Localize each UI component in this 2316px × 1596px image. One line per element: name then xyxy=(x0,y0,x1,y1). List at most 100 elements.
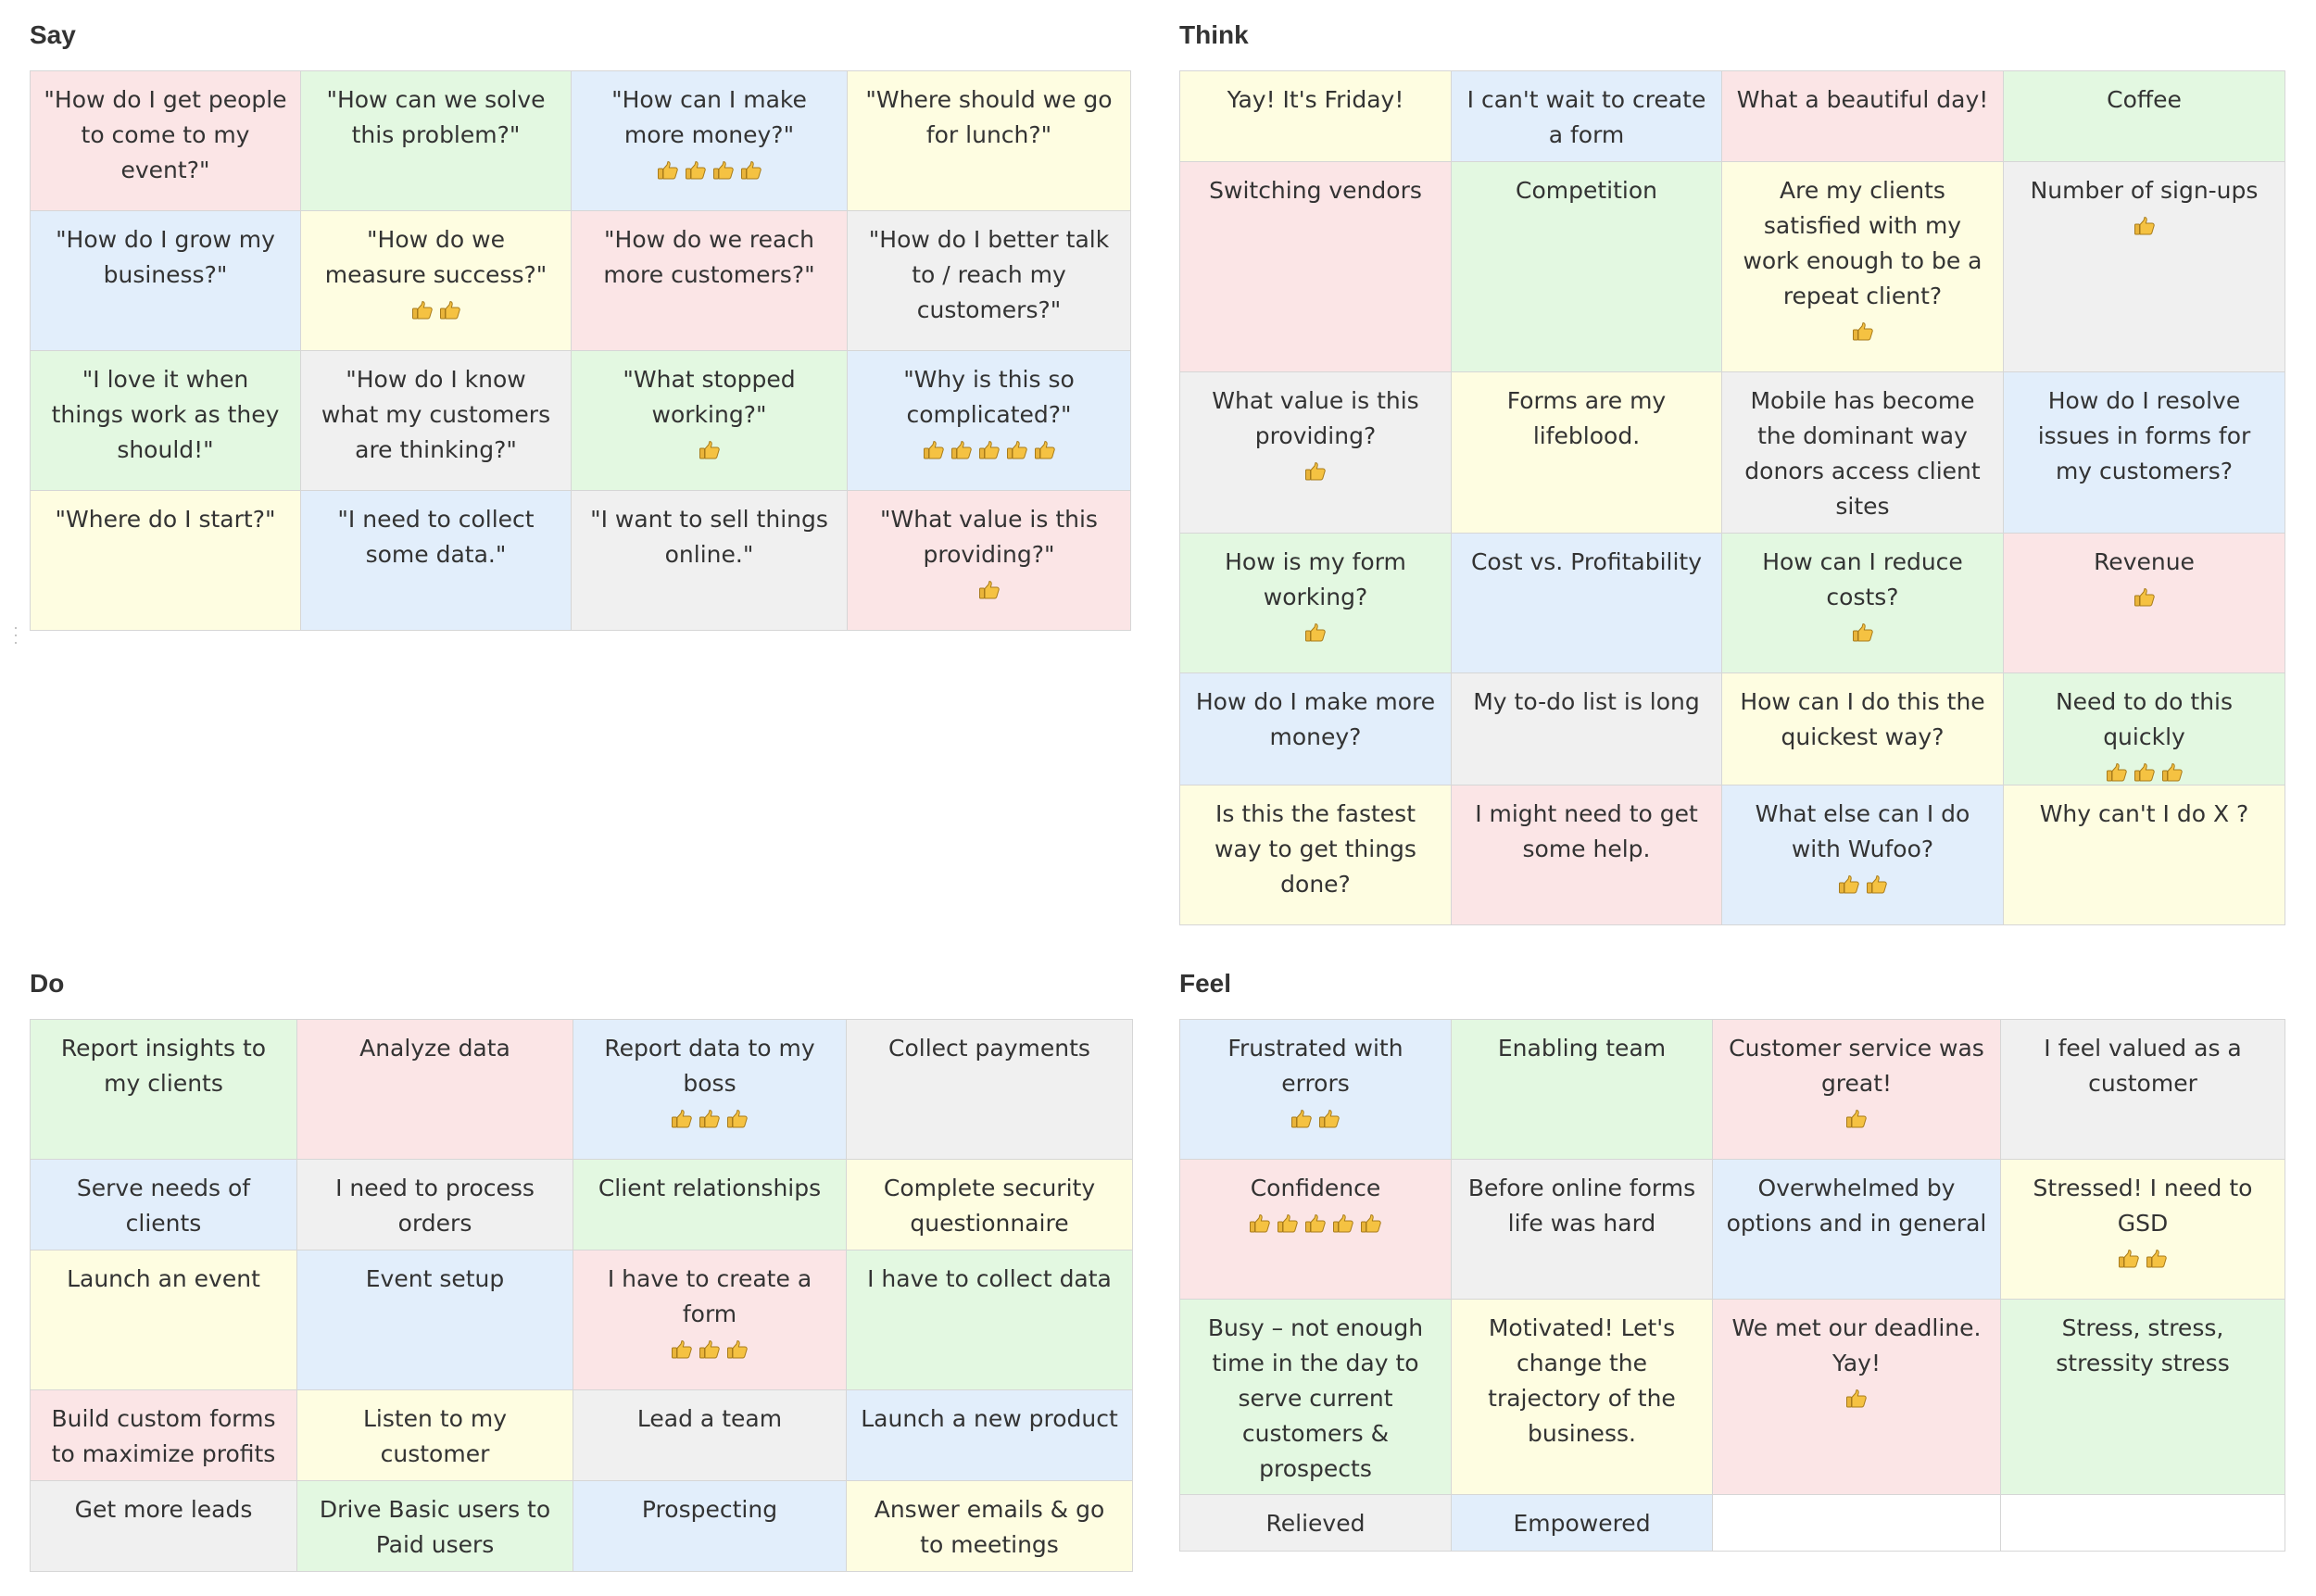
do-card[interactable]: Launch a new product xyxy=(846,1389,1133,1481)
do-card[interactable]: Lead a team xyxy=(573,1389,847,1481)
feel-card[interactable]: Before online forms life was hard xyxy=(1451,1159,1713,1300)
think-card[interactable]: I might need to get some help. xyxy=(1451,785,1722,925)
think-card[interactable]: Forms are my lifeblood. xyxy=(1451,371,1722,534)
thumbs-up-icon[interactable] xyxy=(950,440,973,460)
think-card[interactable]: Yay! It's Friday! xyxy=(1179,70,1452,162)
thumbs-up-icon[interactable] xyxy=(2133,216,2156,236)
think-card[interactable]: What value is this providing? xyxy=(1179,371,1452,534)
feel-card[interactable]: Motivated! Let's change the trajectory o… xyxy=(1451,1299,1713,1495)
think-card[interactable]: Cost vs. Profitability xyxy=(1451,533,1722,673)
think-card[interactable]: I can't wait to create a form xyxy=(1451,70,1722,162)
do-card[interactable]: Answer emails & go to meetings xyxy=(846,1480,1133,1572)
feel-card[interactable]: Confidence xyxy=(1179,1159,1452,1300)
feel-card[interactable]: I feel valued as a customer xyxy=(2000,1019,2285,1160)
feel-card[interactable]: Customer service was great! xyxy=(1712,1019,2001,1160)
thumbs-up-icon[interactable] xyxy=(2133,587,2156,608)
thumbs-up-icon[interactable] xyxy=(699,1339,721,1360)
think-card[interactable]: Are my clients satisfied with my work en… xyxy=(1721,161,2004,372)
say-card[interactable]: "How do I grow my business?" xyxy=(30,210,301,351)
say-card[interactable]: "What value is this providing?" xyxy=(847,490,1131,631)
do-card[interactable]: I have to create a form xyxy=(573,1250,847,1390)
thumbs-up-icon[interactable] xyxy=(685,160,707,181)
feel-card[interactable]: Empowered xyxy=(1451,1494,1713,1552)
think-card[interactable]: Is this the fastest way to get things do… xyxy=(1179,785,1452,925)
say-card[interactable]: "Why is this so complicated?" xyxy=(847,350,1131,491)
thumbs-up-icon[interactable] xyxy=(1290,1109,1313,1129)
do-card[interactable]: I have to collect data xyxy=(846,1250,1133,1390)
thumbs-up-icon[interactable] xyxy=(1852,321,1874,342)
think-card[interactable]: My to-do list is long xyxy=(1451,672,1722,785)
say-card[interactable]: "How do I know what my customers are thi… xyxy=(300,350,572,491)
thumbs-up-icon[interactable] xyxy=(2146,1249,2168,1269)
do-card[interactable]: Event setup xyxy=(296,1250,573,1390)
do-card[interactable]: Report insights to my clients xyxy=(30,1019,297,1160)
say-card[interactable]: "How can we solve this problem?" xyxy=(300,70,572,211)
do-card[interactable]: Analyze data xyxy=(296,1019,573,1160)
thumbs-up-icon[interactable] xyxy=(1318,1109,1341,1129)
think-card[interactable]: Mobile has become the dominant way donor… xyxy=(1721,371,2004,534)
say-card[interactable]: "How do we measure success?" xyxy=(300,210,572,351)
thumbs-up-icon[interactable] xyxy=(712,160,735,181)
thumbs-up-icon[interactable] xyxy=(1360,1213,1382,1234)
feel-card[interactable]: Stress, stress, stressity stress xyxy=(2000,1299,2285,1495)
say-card[interactable]: "I need to collect some data." xyxy=(300,490,572,631)
think-card[interactable]: How do I resolve issues in forms for my … xyxy=(2003,371,2285,534)
think-card[interactable]: How can I do this the quickest way? xyxy=(1721,672,2004,785)
feel-card[interactable]: Overwhelmed by options and in general xyxy=(1712,1159,2001,1300)
think-card[interactable]: Switching vendors xyxy=(1179,161,1452,372)
thumbs-up-icon[interactable] xyxy=(1006,440,1028,460)
thumbs-up-icon[interactable] xyxy=(699,440,721,460)
thumbs-up-icon[interactable] xyxy=(1304,461,1327,482)
think-card[interactable]: What else can I do with Wufoo? xyxy=(1721,785,2004,925)
think-card[interactable]: How is my form working? xyxy=(1179,533,1452,673)
do-card[interactable]: Drive Basic users to Paid users xyxy=(296,1480,573,1572)
thumbs-up-icon[interactable] xyxy=(671,1109,693,1129)
say-card[interactable]: "Where should we go for lunch?" xyxy=(847,70,1131,211)
say-card[interactable]: "How do I get people to come to my event… xyxy=(30,70,301,211)
drag-handle-icon[interactable]: · · · xyxy=(13,618,19,651)
thumbs-up-icon[interactable] xyxy=(978,580,1001,600)
thumbs-up-icon[interactable] xyxy=(2118,1249,2140,1269)
think-card[interactable]: Why can't I do X ? xyxy=(2003,785,2285,925)
think-card[interactable]: How can I reduce costs? xyxy=(1721,533,2004,673)
think-card[interactable]: What a beautiful day! xyxy=(1721,70,2004,162)
feel-card[interactable] xyxy=(2000,1494,2285,1552)
do-card[interactable]: Client relationships xyxy=(573,1159,847,1250)
thumbs-up-icon[interactable] xyxy=(1845,1109,1868,1129)
do-card[interactable]: Serve needs of clients xyxy=(30,1159,297,1250)
thumbs-up-icon[interactable] xyxy=(1277,1213,1299,1234)
thumbs-up-icon[interactable] xyxy=(726,1109,749,1129)
thumbs-up-icon[interactable] xyxy=(1845,1389,1868,1409)
do-card[interactable]: Build custom forms to maximize profits xyxy=(30,1389,297,1481)
do-card[interactable]: Prospecting xyxy=(573,1480,847,1572)
thumbs-up-icon[interactable] xyxy=(1838,874,1860,895)
think-card[interactable]: Competition xyxy=(1451,161,1722,372)
thumbs-up-icon[interactable] xyxy=(2161,762,2184,783)
do-card[interactable]: Collect payments xyxy=(846,1019,1133,1160)
feel-card[interactable]: Stressed! I need to GSD xyxy=(2000,1159,2285,1300)
do-card[interactable]: Complete security questionnaire xyxy=(846,1159,1133,1250)
do-card[interactable]: I need to process orders xyxy=(296,1159,573,1250)
thumbs-up-icon[interactable] xyxy=(1852,622,1874,643)
thumbs-up-icon[interactable] xyxy=(657,160,679,181)
think-card[interactable]: Revenue xyxy=(2003,533,2285,673)
say-card[interactable]: "How can I make more money?" xyxy=(571,70,848,211)
do-card[interactable]: Report data to my boss xyxy=(573,1019,847,1160)
thumbs-up-icon[interactable] xyxy=(1866,874,1888,895)
thumbs-up-icon[interactable] xyxy=(1332,1213,1354,1234)
thumbs-up-icon[interactable] xyxy=(2133,762,2156,783)
say-card[interactable]: "How do we reach more customers?" xyxy=(571,210,848,351)
do-card[interactable]: Listen to my customer xyxy=(296,1389,573,1481)
say-card[interactable]: "I want to sell things online." xyxy=(571,490,848,631)
say-card[interactable]: "How do I better talk to / reach my cust… xyxy=(847,210,1131,351)
feel-card[interactable]: Enabling team xyxy=(1451,1019,1713,1160)
feel-card[interactable] xyxy=(1712,1494,2001,1552)
say-card[interactable]: "I love it when things work as they shou… xyxy=(30,350,301,491)
feel-card[interactable]: We met our deadline. Yay! xyxy=(1712,1299,2001,1495)
thumbs-up-icon[interactable] xyxy=(726,1339,749,1360)
thumbs-up-icon[interactable] xyxy=(740,160,762,181)
feel-card[interactable]: Busy – not enough time in the day to ser… xyxy=(1179,1299,1452,1495)
thumbs-up-icon[interactable] xyxy=(2106,762,2128,783)
thumbs-up-icon[interactable] xyxy=(923,440,945,460)
do-card[interactable]: Launch an event xyxy=(30,1250,297,1390)
